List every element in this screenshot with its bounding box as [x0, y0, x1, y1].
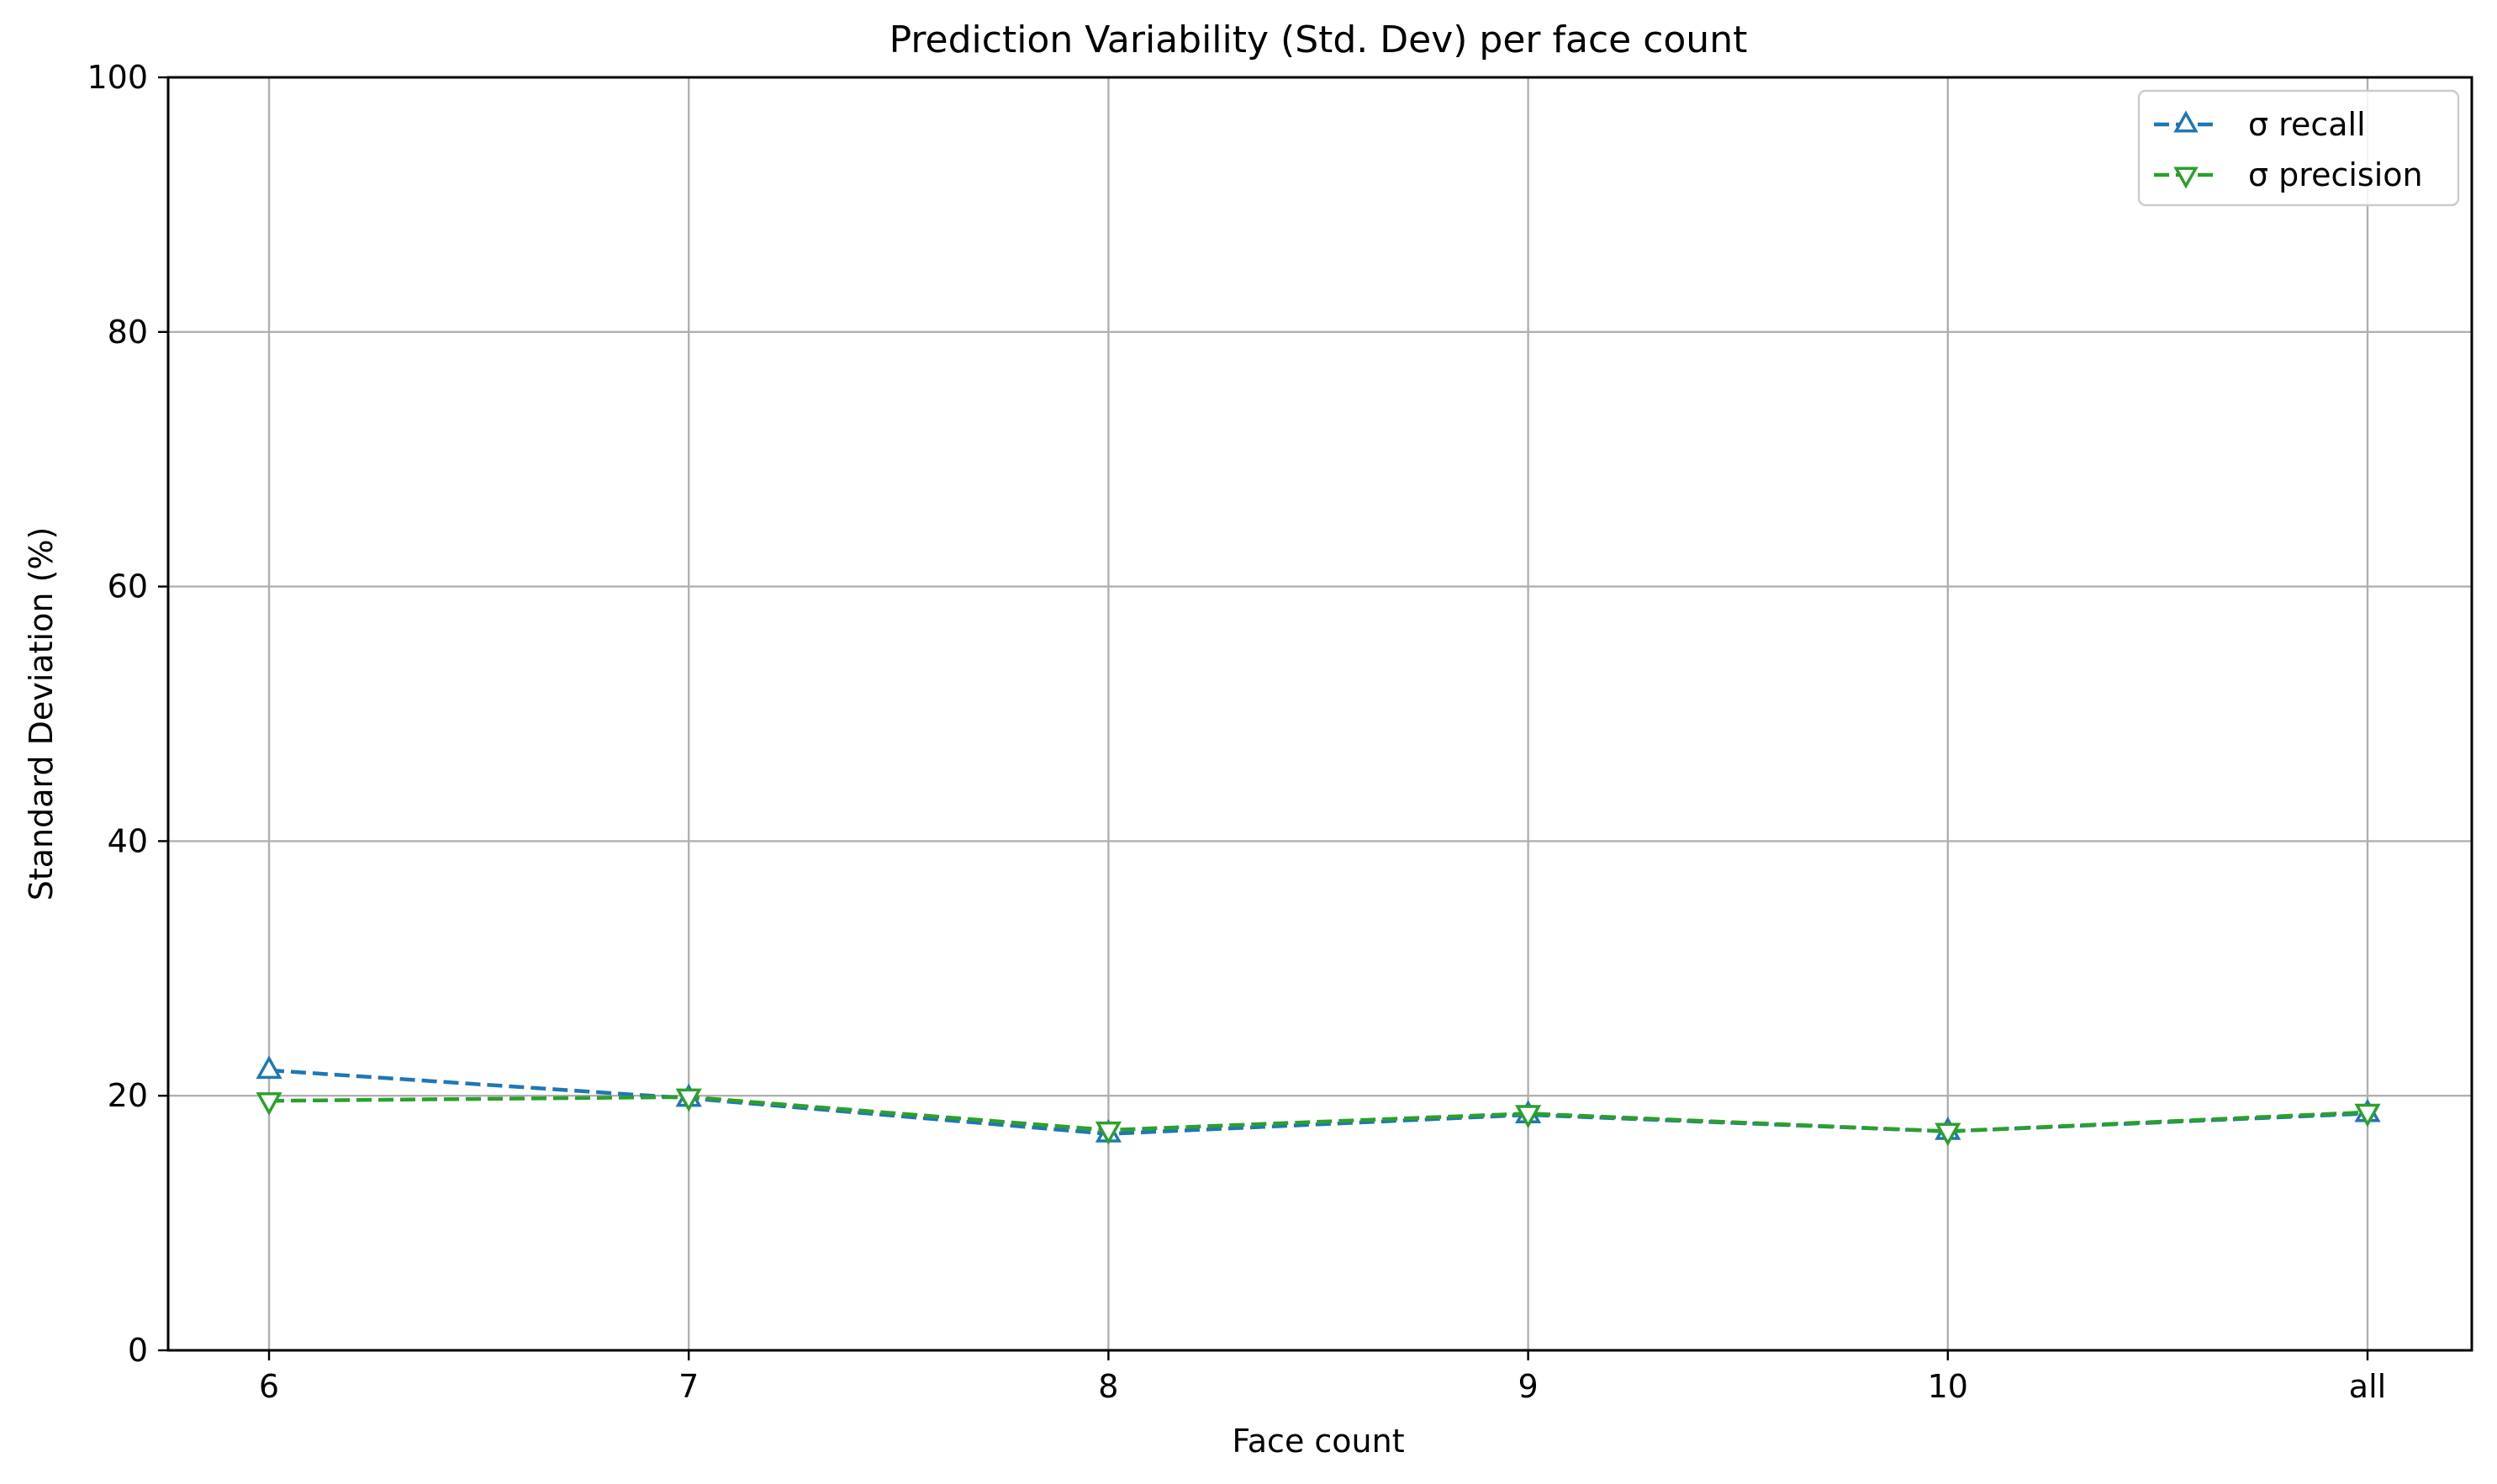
- y-tick-label: 20: [108, 1077, 148, 1114]
- legend-label: σ recall: [2248, 106, 2366, 143]
- y-axis-label: Standard Deviation (%): [23, 527, 60, 901]
- series-layer: [256, 1055, 2381, 1147]
- chart-title: Prediction Variability (Std. Dev) per fa…: [890, 18, 1748, 61]
- x-tick-label: 9: [1518, 1368, 1539, 1405]
- data-point: [1935, 1122, 1961, 1147]
- data-point: [1515, 1105, 1542, 1128]
- legend-marker: [2173, 166, 2199, 189]
- data-point: [256, 1055, 282, 1080]
- series-2: [256, 1088, 2381, 1147]
- series-line: [268, 1095, 2368, 1133]
- y-axis: 0 20 40 60 80 100: [87, 59, 168, 1369]
- x-tick-label: 8: [1098, 1368, 1118, 1405]
- legend-box: [2137, 89, 2460, 207]
- x-tick-label: all: [2349, 1368, 2386, 1405]
- x-tick-label: 6: [259, 1368, 279, 1405]
- y-tick-label: 0: [128, 1332, 148, 1369]
- legend: σ recall σ precision: [2137, 89, 2460, 207]
- plot-frame: [166, 76, 2473, 1352]
- data-point: [2354, 1103, 2381, 1128]
- y-tick-label: 40: [108, 822, 148, 859]
- legend-label: σ precision: [2248, 156, 2423, 193]
- data-point: [256, 1092, 282, 1116]
- y-tick-label: 100: [87, 59, 148, 96]
- x-tick-label: 7: [678, 1368, 699, 1405]
- data-point: [675, 1088, 702, 1112]
- y-tick-label: 60: [108, 568, 148, 605]
- x-axis-label: Face count: [1232, 1423, 1404, 1460]
- x-tick-label: 10: [1928, 1368, 1968, 1405]
- data-point: [1095, 1121, 1122, 1145]
- x-axis: 6 7 8 9 10 all: [259, 1350, 2386, 1405]
- y-tick-label: 80: [108, 314, 148, 351]
- legend-marker: [2173, 110, 2199, 133]
